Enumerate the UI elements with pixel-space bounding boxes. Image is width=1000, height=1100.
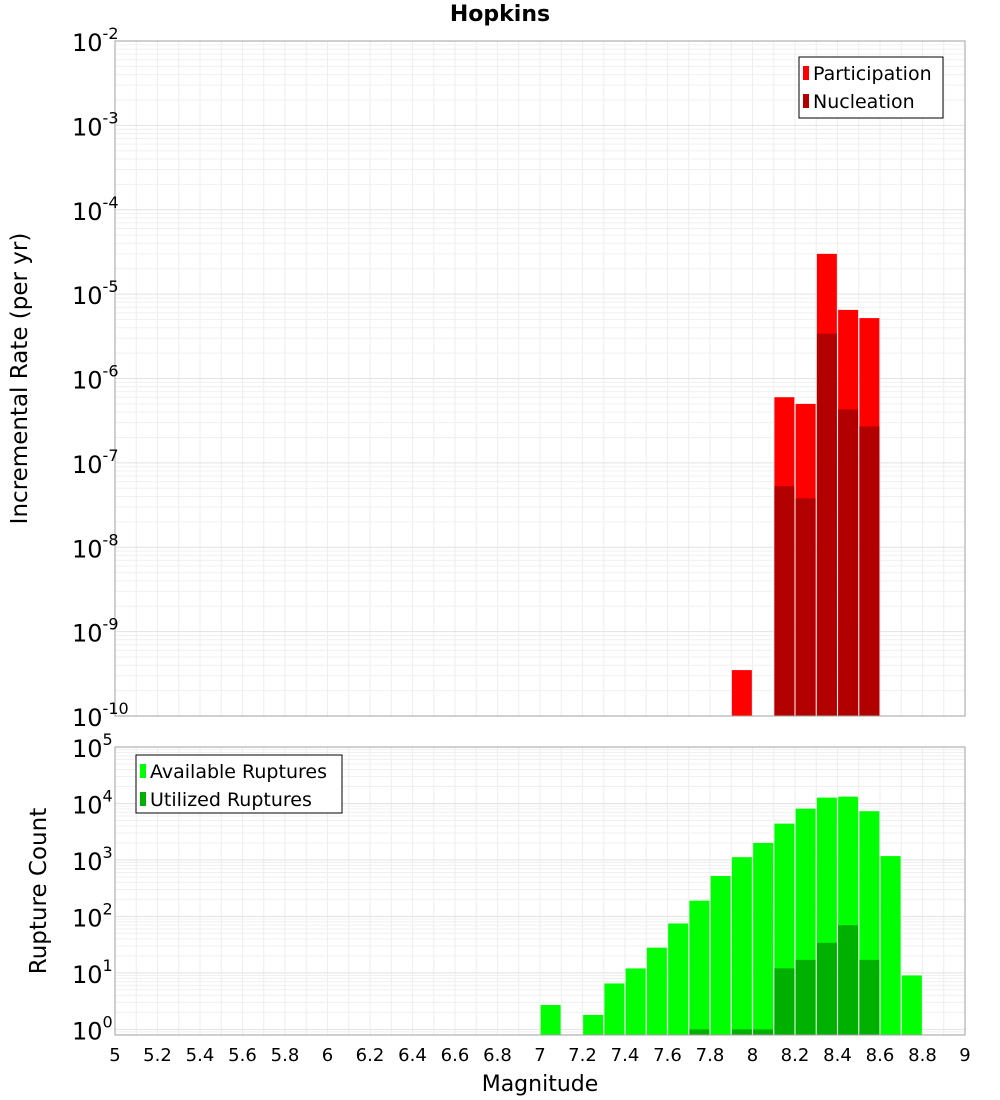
x-tick-label: 8 bbox=[747, 1045, 758, 1066]
y-tick-label: 10-6 bbox=[72, 362, 119, 395]
bar-available-ruptures bbox=[583, 1014, 604, 1035]
y-tick-label: 103 bbox=[72, 843, 113, 876]
bar-utilized-ruptures bbox=[838, 925, 859, 1035]
x-tick-label: 5.2 bbox=[143, 1045, 172, 1066]
y-tick-label: 104 bbox=[72, 786, 113, 819]
legend-swatch bbox=[140, 764, 146, 778]
bar-utilized-ruptures bbox=[689, 1029, 710, 1035]
y-tick-label: 10-3 bbox=[72, 108, 119, 141]
bar-available-ruptures bbox=[710, 875, 731, 1035]
chart-title: Hopkins bbox=[449, 2, 551, 27]
legend-box bbox=[798, 56, 944, 119]
bar-utilized-ruptures bbox=[731, 1029, 752, 1035]
legend-swatch bbox=[803, 66, 809, 80]
y-tick-label: 101 bbox=[72, 956, 113, 989]
bar-nucleation bbox=[859, 426, 880, 716]
x-tick-label: 6.4 bbox=[398, 1045, 427, 1066]
y-axis-label: Incremental Rate (per yr) bbox=[7, 233, 33, 525]
bar-available-ruptures bbox=[604, 983, 625, 1035]
y-tick-label: 10-10 bbox=[72, 699, 129, 732]
y-tick-label: 10-9 bbox=[72, 615, 119, 648]
x-tick-label: 5.4 bbox=[186, 1045, 215, 1066]
x-tick-label: 6.2 bbox=[356, 1045, 385, 1066]
y-axis-label: Rupture Count bbox=[26, 808, 52, 974]
x-tick-label: 8.6 bbox=[866, 1045, 895, 1066]
y-tick-label: 10-2 bbox=[72, 24, 119, 57]
x-tick-label: 8.8 bbox=[908, 1045, 937, 1066]
y-tick-label: 10-8 bbox=[72, 530, 119, 563]
x-tick-label: 5.8 bbox=[271, 1045, 300, 1066]
y-tick-label: 10-4 bbox=[72, 193, 119, 226]
x-tick-label: 6.6 bbox=[441, 1045, 470, 1066]
bar-available-ruptures bbox=[689, 900, 710, 1035]
bar-available-ruptures bbox=[646, 947, 667, 1035]
bar-nucleation bbox=[774, 486, 795, 716]
x-tick-label: 7.4 bbox=[611, 1045, 640, 1066]
y-tick-label: 10-5 bbox=[72, 277, 119, 310]
legend-label: Nucleation bbox=[813, 91, 915, 113]
bar-available-ruptures bbox=[668, 923, 689, 1035]
bar-available-ruptures bbox=[625, 968, 646, 1035]
bar-nucleation bbox=[795, 498, 816, 716]
bar-available-ruptures bbox=[901, 975, 922, 1035]
bar-available-ruptures bbox=[731, 857, 752, 1035]
x-tick-label: 8.2 bbox=[781, 1045, 810, 1066]
y-tick-label: 105 bbox=[72, 730, 113, 763]
x-tick-label: 9 bbox=[959, 1045, 970, 1066]
x-tick-label: 8.4 bbox=[823, 1045, 852, 1066]
x-tick-label: 5 bbox=[109, 1045, 120, 1066]
x-tick-label: 7.8 bbox=[696, 1045, 725, 1066]
legend-box bbox=[135, 754, 343, 814]
x-axis-label: Magnitude bbox=[482, 1072, 599, 1097]
bar-nucleation bbox=[838, 409, 859, 716]
x-tick-label: 7 bbox=[534, 1045, 545, 1066]
x-tick-label: 5.6 bbox=[228, 1045, 257, 1066]
bar-utilized-ruptures bbox=[795, 959, 816, 1035]
x-tick-label: 6.8 bbox=[483, 1045, 512, 1066]
bar-utilized-ruptures bbox=[816, 942, 837, 1035]
bar-participation bbox=[731, 670, 752, 716]
legend-label: Utilized Ruptures bbox=[150, 789, 312, 811]
y-tick-label: 10-7 bbox=[72, 446, 119, 479]
legend-swatch bbox=[140, 792, 146, 806]
bar-available-ruptures bbox=[540, 1004, 561, 1035]
x-tick-label: 7.2 bbox=[568, 1045, 597, 1066]
y-tick-label: 102 bbox=[72, 899, 113, 932]
plot-border-1 bbox=[114, 40, 966, 717]
bar-utilized-ruptures bbox=[753, 1029, 774, 1035]
bar-available-ruptures bbox=[880, 856, 901, 1035]
plot-border-2 bbox=[114, 746, 966, 1036]
bar-utilized-ruptures bbox=[859, 959, 880, 1035]
y-tick-label: 100 bbox=[72, 1012, 113, 1045]
bar-available-ruptures bbox=[753, 842, 774, 1035]
legend-swatch bbox=[803, 94, 809, 108]
legend-label: Participation bbox=[813, 63, 932, 85]
bar-utilized-ruptures bbox=[774, 968, 795, 1035]
x-tick-label: 6 bbox=[322, 1045, 333, 1066]
x-tick-label: 7.6 bbox=[653, 1045, 682, 1066]
legend-label: Available Ruptures bbox=[150, 761, 327, 783]
bar-nucleation bbox=[816, 333, 837, 716]
